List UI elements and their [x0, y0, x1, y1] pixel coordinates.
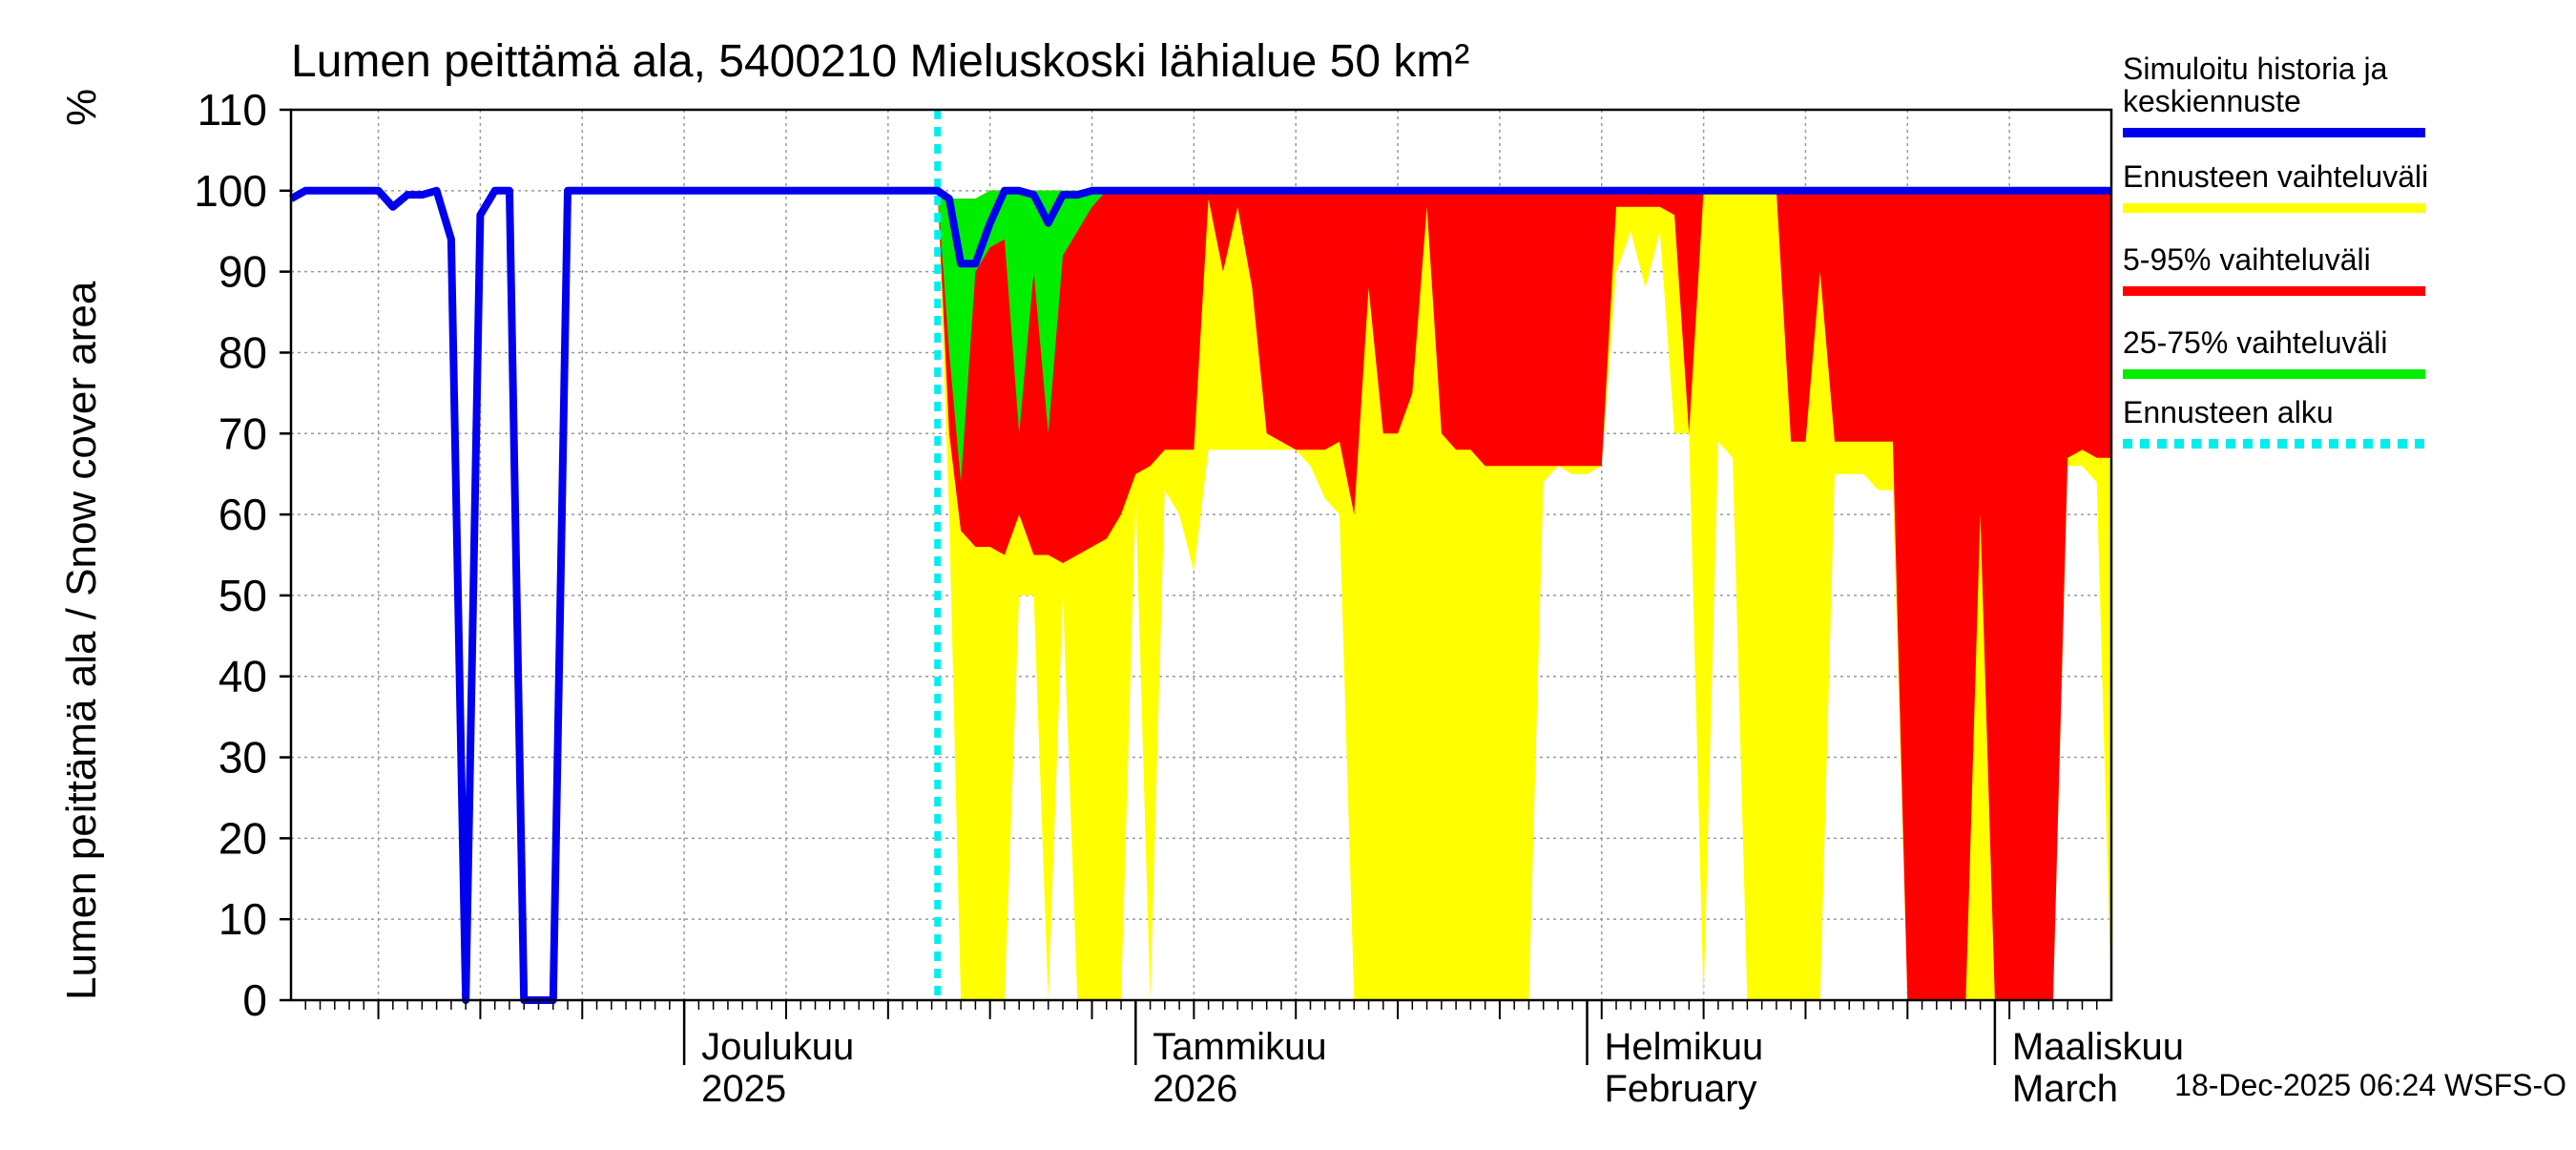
- legend-label: Ennusteen vaihteluväli: [2123, 159, 2428, 194]
- y-tick-label: 0: [242, 975, 267, 1025]
- x-month-sublabel: 2026: [1153, 1068, 1237, 1110]
- y-tick-label: 80: [218, 327, 267, 377]
- legend-label: Ennusteen alku: [2123, 395, 2334, 429]
- legend-label: keskiennuste: [2123, 84, 2301, 118]
- y-tick-label: 10: [218, 894, 267, 944]
- x-month-label: Maaliskuu: [2012, 1026, 2184, 1068]
- band-layer: [937, 190, 2112, 1001]
- y-tick-label: 40: [218, 652, 267, 701]
- line-layer: [289, 110, 2111, 1004]
- plot-frame: [289, 108, 2113, 1002]
- x-month-label: Joulukuu: [701, 1026, 854, 1068]
- y-tick-label: 100: [194, 166, 267, 216]
- y-tick-label: 60: [218, 490, 267, 539]
- x-month-sublabel: 2025: [701, 1068, 786, 1110]
- y-tick-label: 70: [218, 408, 267, 458]
- timestamp: 18-Dec-2025 06:24 WSFS-O: [2174, 1068, 2566, 1102]
- x-month-sublabel: March: [2012, 1068, 2118, 1110]
- history-line: [289, 186, 2111, 1004]
- y-unit-label: %: [58, 89, 105, 126]
- y-tick-label: 90: [218, 247, 267, 297]
- y-axis-label: Lumen peittämä ala / Snow cover area: [58, 281, 105, 1000]
- legend-label: Simuloitu historia ja: [2123, 52, 2388, 86]
- x-month-sublabel: February: [1604, 1068, 1756, 1110]
- band-ennusteen-vaihteluv-li: [937, 190, 2112, 1001]
- y-tick-label: 30: [218, 733, 267, 783]
- y-tick-label: 20: [218, 813, 267, 863]
- x-month-label: Tammikuu: [1153, 1026, 1326, 1068]
- legend-label: 5-95% vaihteluväli: [2123, 242, 2371, 277]
- x-month-label: Helmikuu: [1604, 1026, 1763, 1068]
- y-tick-label: 110: [197, 85, 267, 135]
- legend-label: 25-75% vaihteluväli: [2123, 325, 2388, 360]
- chart-title: Lumen peittämä ala, 5400210 Mieluskoski …: [291, 36, 1469, 87]
- y-tick-label: 50: [218, 571, 267, 620]
